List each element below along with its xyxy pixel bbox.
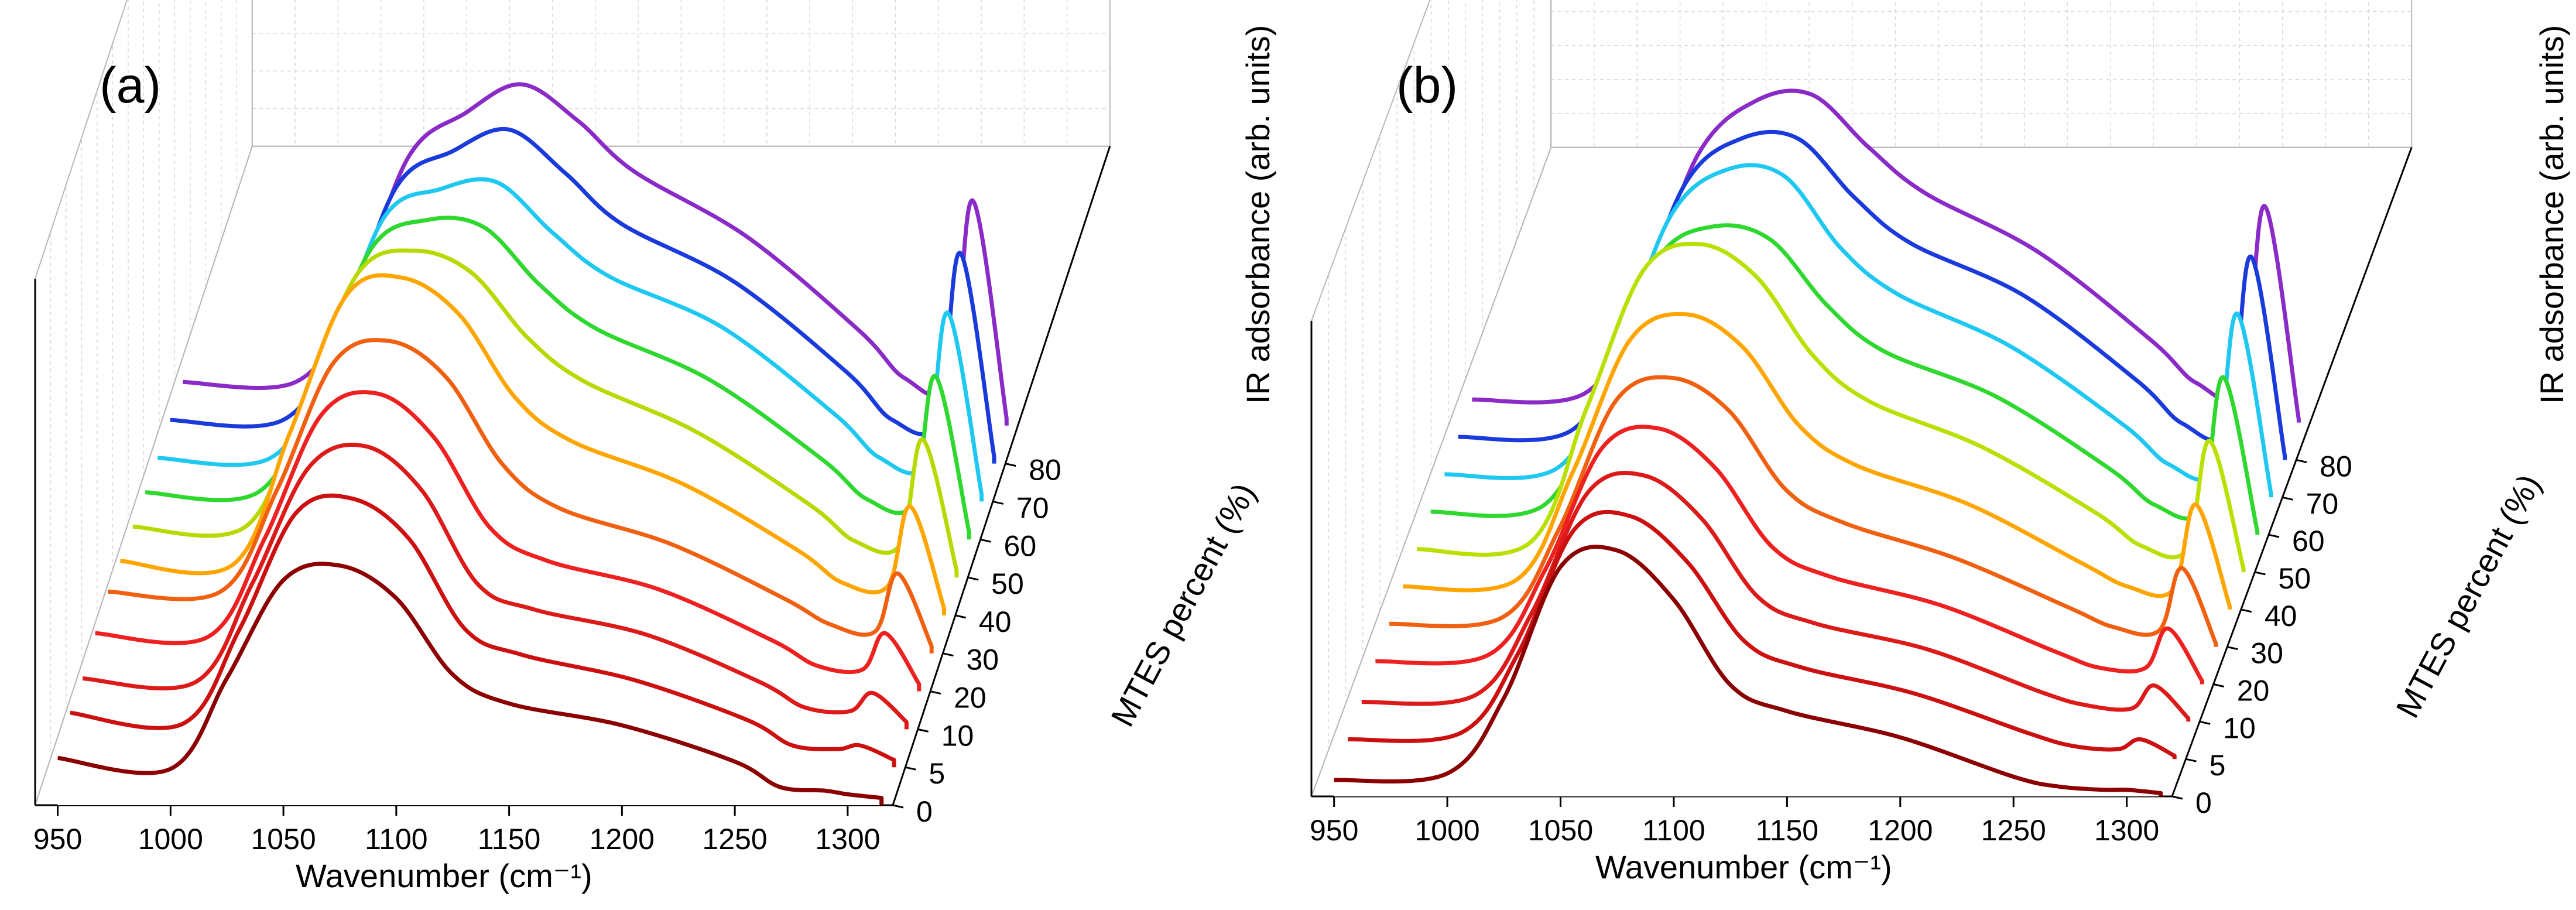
x-tick-label: 1100 [1642, 814, 1705, 847]
y-tick-label: 20 [954, 682, 986, 714]
series-line-30 [1389, 375, 2218, 647]
y-tick-label: 5 [929, 757, 945, 790]
y-tick-mark [980, 538, 991, 543]
y-tick-mark [2282, 496, 2293, 501]
y-axis-line [892, 146, 1111, 806]
y-tick-label: 70 [1016, 491, 1049, 524]
x-tick-label: 1250 [1981, 814, 2046, 847]
y-axis-line [2171, 147, 2413, 797]
y-tick-label: 20 [2237, 674, 2270, 707]
x-tick-label: 1100 [365, 823, 428, 856]
series-line-40 [120, 273, 946, 615]
y-tick-mark [930, 690, 941, 695]
y-tick-mark [1005, 463, 1016, 467]
panel-b-z-axis-label: IR adsorbance (arb. units) [2533, 25, 2570, 404]
x-tick-label: 1200 [1868, 814, 1933, 847]
panel-a-z-axis-label: IR adsorbance (arb. units) [1239, 25, 1276, 404]
series-line-20 [1375, 425, 2204, 685]
x-tick-label: 1250 [703, 823, 768, 856]
panel-b-label: (b) [1396, 57, 1458, 114]
series-line-0 [1334, 545, 2163, 796]
y-tick-label: 40 [979, 605, 1012, 638]
x-tick-label: 950 [1310, 814, 1358, 847]
y-tick-label: 70 [2306, 487, 2339, 520]
x-tick-label: 1050 [1528, 814, 1593, 847]
y-tick-mark [2213, 683, 2225, 687]
x-tick-label: 1150 [478, 823, 541, 856]
x-tick-label: 950 [33, 823, 82, 856]
y-tick-mark [2226, 646, 2238, 651]
y-tick-label: 5 [2210, 749, 2226, 782]
x-tick-label: 1300 [815, 823, 880, 856]
y-tick-mark [2186, 758, 2197, 762]
y-tick-mark [917, 728, 929, 733]
y-tick-mark [2296, 459, 2307, 463]
panel-a-x-axis-label: Wavenumber (cm⁻¹) [296, 857, 592, 894]
series-line-20 [95, 390, 922, 692]
x-tick-label: 1050 [251, 823, 316, 856]
y-tick-label: 60 [1004, 529, 1037, 562]
series-line-0 [57, 562, 884, 805]
series-occluder [57, 563, 882, 805]
y-tick-label: 0 [916, 795, 933, 828]
series-line-10 [1361, 471, 2191, 722]
y-tick-label: 10 [2223, 711, 2256, 744]
x-tick-label: 1000 [1414, 814, 1479, 847]
y-tick-mark [2268, 533, 2280, 538]
panel-a-label: (a) [100, 57, 161, 114]
x-tick-label: 1200 [590, 823, 655, 856]
x-tick-label: 1150 [1756, 814, 1819, 847]
y-tick-mark [2241, 608, 2252, 613]
y-tick-label: 30 [2250, 637, 2283, 670]
y-tick-mark [892, 804, 904, 809]
y-tick-label: 50 [2278, 562, 2311, 595]
y-tick-label: 60 [2292, 525, 2325, 557]
x-tick-label: 1000 [138, 823, 203, 856]
x-tick-label: 1300 [2094, 814, 2159, 847]
y-tick-mark [992, 500, 1004, 505]
panel-b: 950 1000 1050 1100 1150 1200 1250 1300 0 5 10 20 30 4… [1310, 0, 2570, 885]
y-tick-label: 40 [2265, 600, 2297, 632]
panel-b-x-axis-label: Wavenumber (cm⁻¹) [1595, 849, 1892, 885]
y-tick-label: 80 [1029, 454, 1061, 487]
series-line-5 [70, 493, 896, 768]
y-tick-mark [2199, 720, 2211, 725]
series-line-30 [107, 338, 934, 654]
y-tick-label: 30 [966, 644, 999, 676]
y-tick-label: 10 [941, 719, 974, 752]
y-tick-label: 80 [2320, 450, 2352, 483]
panel-a: 950 1000 1050 1100 1150 1200 1250 1300 0 5 10 20 30 4… [33, 0, 1276, 894]
y-tick-label: 0 [2195, 786, 2212, 819]
y-tick-mark [967, 576, 979, 581]
series-line-5 [1348, 509, 2177, 760]
y-tick-mark [905, 766, 916, 771]
y-tick-mark [2171, 795, 2183, 800]
y-tick-mark [2255, 571, 2266, 576]
y-tick-mark [943, 652, 954, 657]
series-line-10 [83, 443, 909, 730]
y-tick-label: 50 [991, 567, 1024, 600]
y-tick-mark [955, 614, 967, 619]
